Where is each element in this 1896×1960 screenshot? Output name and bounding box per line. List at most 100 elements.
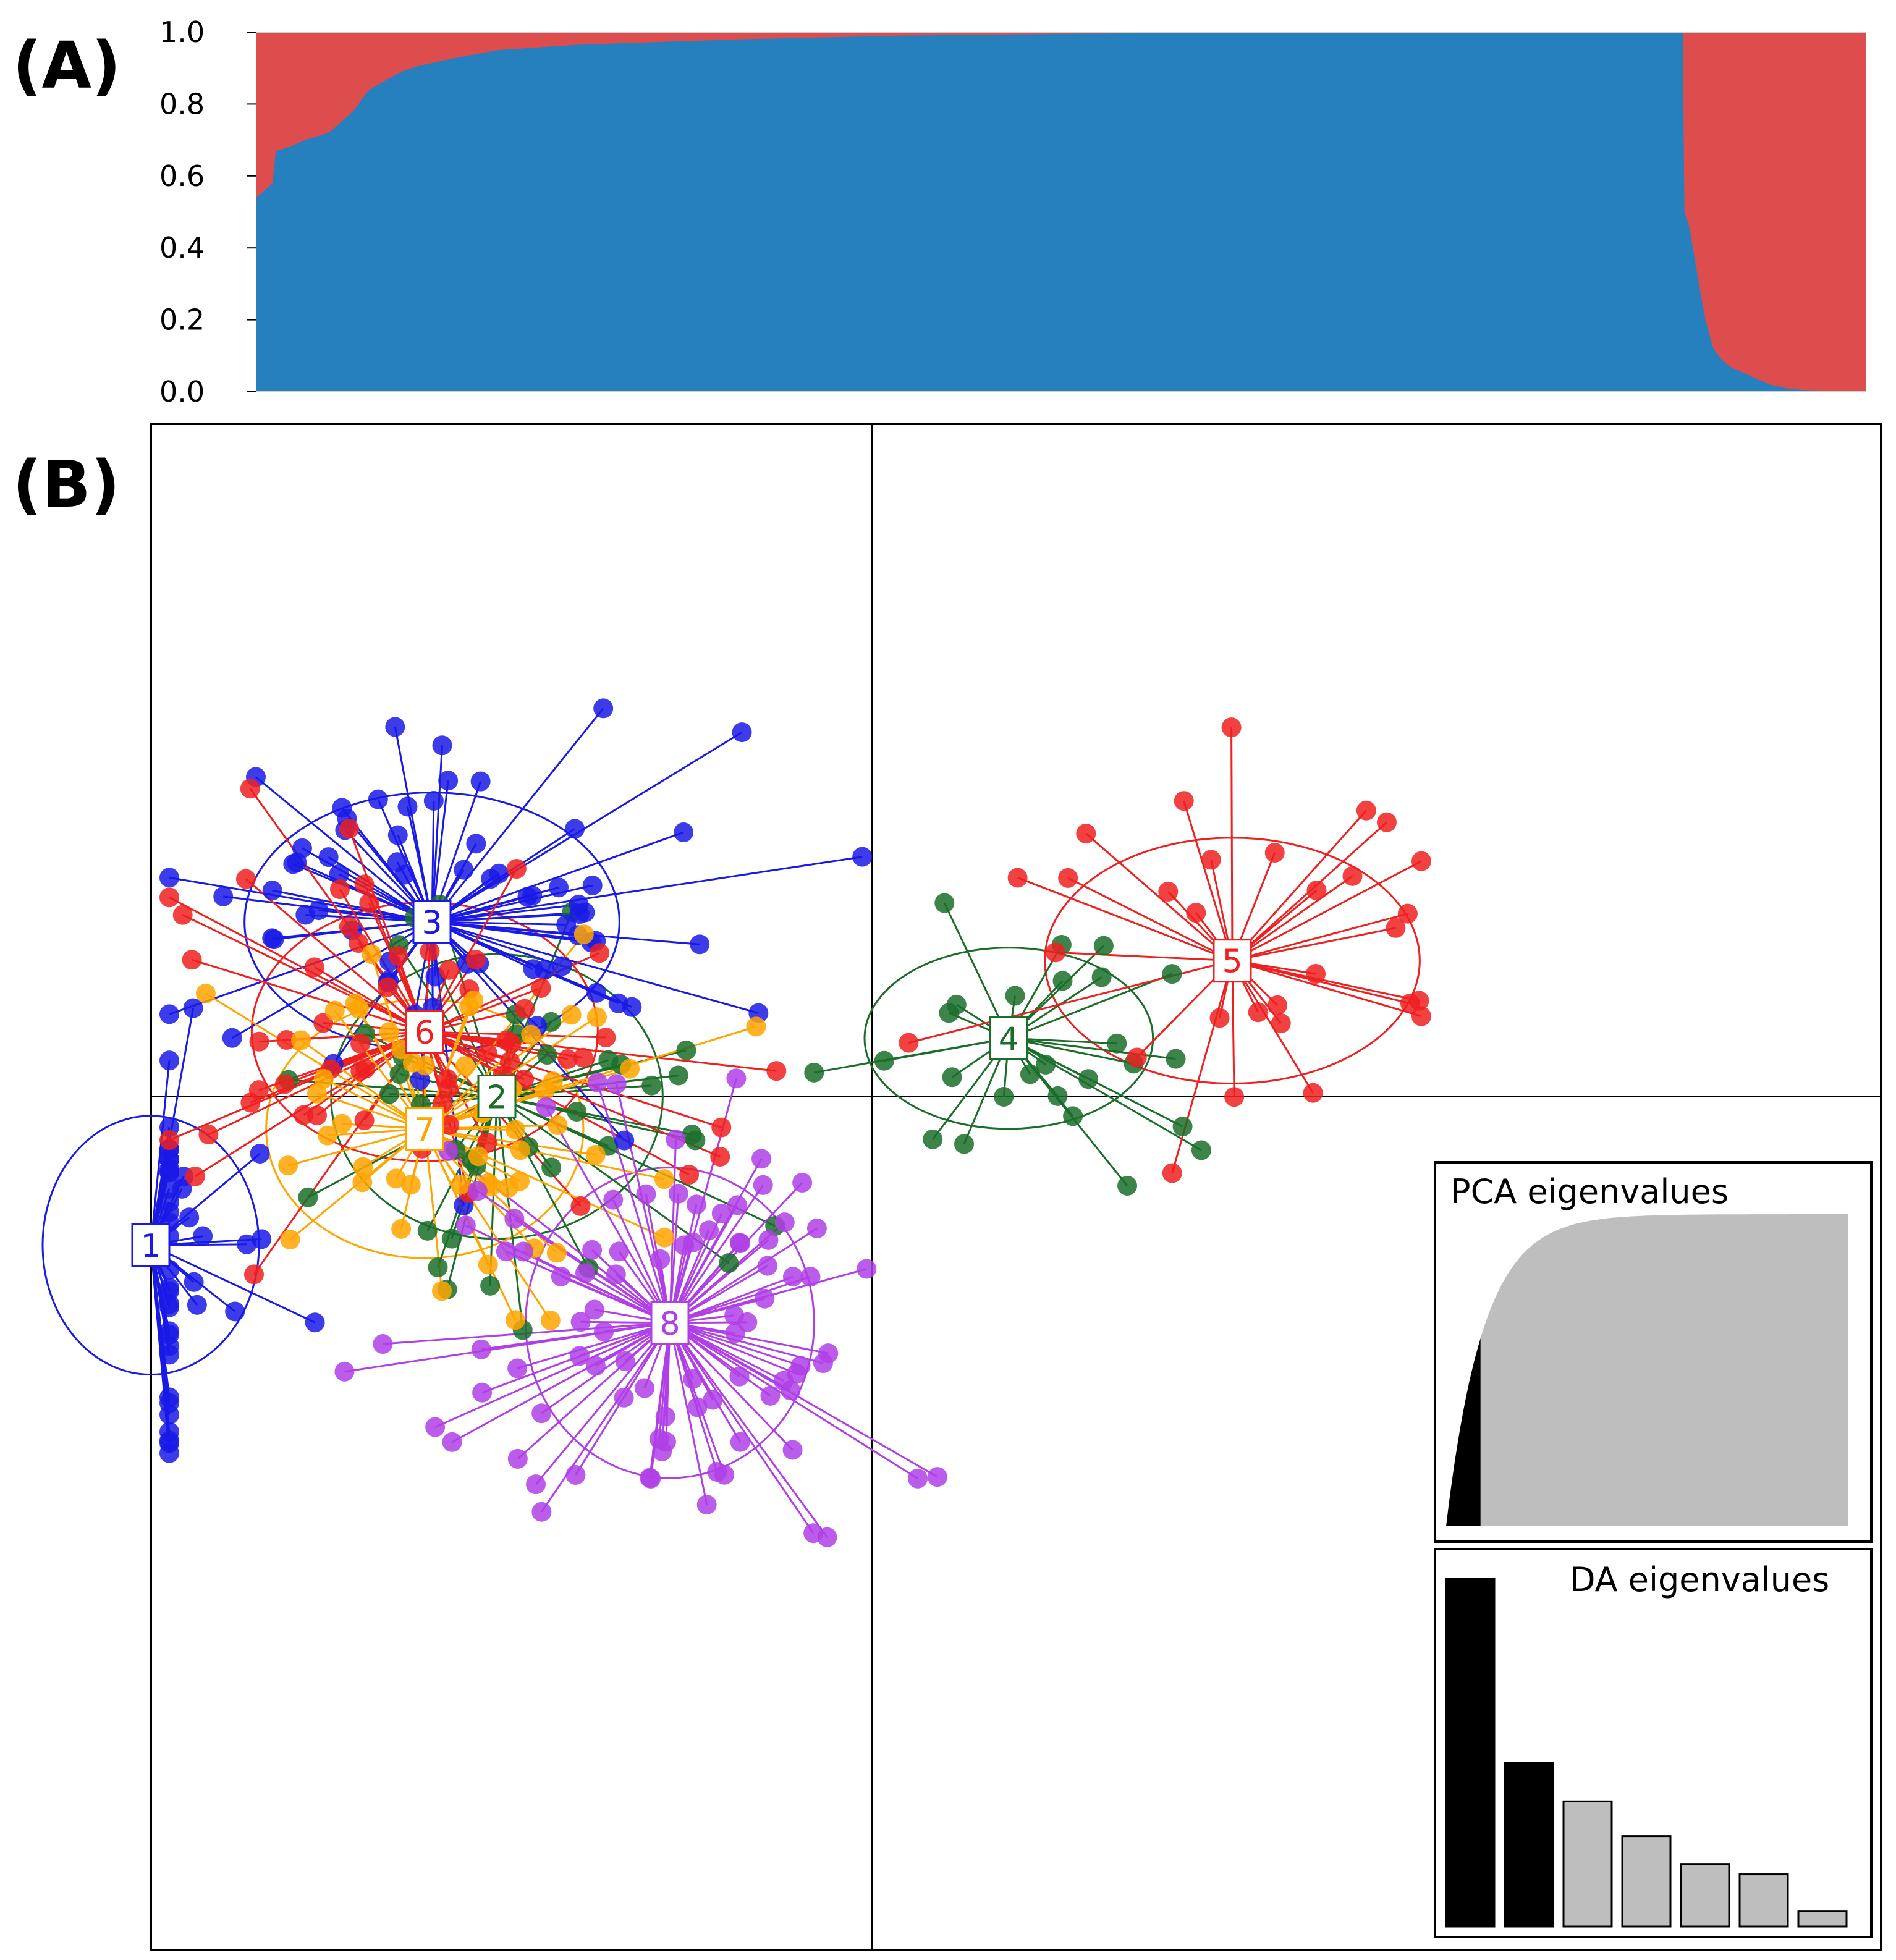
cluster-6-point: [496, 1030, 516, 1050]
cluster-8-point: [615, 1351, 635, 1371]
cluster-8-spoke: [669, 1322, 801, 1367]
cluster-1-point: [187, 1295, 207, 1315]
cluster-8-point: [536, 1097, 556, 1117]
cluster-5-point: [1127, 1047, 1147, 1068]
cluster-8-spoke: [481, 1322, 671, 1351]
cluster-6-point: [710, 1146, 730, 1167]
cluster-3-point: [368, 789, 388, 809]
cluster-2-point: [298, 1187, 318, 1207]
cluster-7-point: [535, 1081, 555, 1101]
cluster-8-spoke: [669, 1158, 763, 1324]
cluster-2-point: [668, 1065, 688, 1086]
cluster-8-point: [575, 1263, 595, 1283]
cluster-4-point: [934, 893, 955, 913]
cluster-5-point: [1303, 1083, 1323, 1103]
cluster-8-point: [652, 1441, 672, 1461]
cluster-7-point: [313, 1068, 334, 1089]
cluster-7-point: [506, 1120, 526, 1140]
cluster-5-spoke: [1085, 832, 1233, 961]
pca-eigenvalues-other: [1446, 1214, 1848, 1526]
cluster-8-spoke: [669, 1322, 918, 1480]
cluster-5-spoke: [1232, 875, 1353, 961]
cluster-1-point: [179, 1207, 200, 1228]
cluster-3-point: [222, 1028, 242, 1048]
cluster-8-point: [668, 1183, 688, 1204]
cluster-7-point: [352, 1172, 373, 1193]
cluster-5-point: [1076, 823, 1096, 843]
da-eigenvalues-inset: DA eigenvalues: [1434, 1548, 1873, 1938]
cluster-7-spoke: [300, 1039, 426, 1130]
cluster-3-point: [614, 1130, 635, 1151]
cluster-8-spoke: [669, 1322, 828, 1538]
cluster-7-point: [317, 1125, 337, 1146]
cluster-6-point: [159, 1130, 179, 1151]
cluster-7-point: [746, 1016, 766, 1037]
cluster-4-point: [1091, 967, 1112, 987]
cluster-6-point: [243, 1264, 264, 1285]
cluster-8-point: [726, 1068, 747, 1089]
cluster-6-point: [515, 999, 535, 1019]
cluster-3-spoke: [431, 921, 578, 936]
cluster-5-point: [1201, 850, 1221, 870]
cluster-4-point: [946, 994, 967, 1015]
cluster-8-point: [373, 1334, 393, 1354]
cluster-1-point: [159, 1278, 179, 1298]
cluster-8-spoke: [523, 1251, 671, 1324]
cluster-8-point: [666, 1130, 686, 1150]
cluster-8-point: [582, 1240, 603, 1260]
cluster-8-point: [683, 1369, 703, 1389]
cluster-2-point: [682, 1125, 702, 1145]
cluster-8-point: [594, 1321, 614, 1341]
cluster-5-centroid-box: [1213, 939, 1252, 983]
da-eigenvalue-bar: [1680, 1863, 1730, 1928]
cluster-3-point: [159, 868, 179, 888]
cluster-8-point: [806, 1218, 827, 1238]
cluster-4-point: [1047, 1086, 1068, 1106]
cluster-1-point: [193, 1226, 213, 1246]
panel-a-label: (A): [12, 28, 121, 103]
cluster-8-point: [686, 1194, 706, 1215]
cluster-4-point: [1078, 1069, 1099, 1089]
cluster-8-point: [787, 1364, 807, 1384]
cluster-8-point: [751, 1149, 772, 1169]
cluster-5-label: 5: [1222, 944, 1242, 981]
cluster-8-point: [640, 1468, 660, 1488]
cluster-4-label: 4: [999, 1021, 1019, 1058]
cluster-8-point: [584, 1299, 604, 1320]
cluster-2-centroid-box: [477, 1074, 517, 1118]
cluster-4-point: [923, 1129, 943, 1149]
cluster-3-point: [308, 900, 329, 921]
cluster-8-spoke: [669, 1185, 764, 1324]
cluster-1-point: [159, 1321, 179, 1341]
cluster-7-point: [379, 1022, 399, 1042]
structure-y-tick-label: 0.2: [159, 303, 205, 337]
cluster-3-spoke: [431, 921, 562, 967]
cluster-3-point: [565, 819, 585, 839]
cluster-3-point: [397, 796, 418, 817]
cluster-8-point: [636, 1184, 656, 1204]
cluster-7-point: [280, 1230, 300, 1250]
cluster-6-point: [240, 779, 260, 799]
cluster-5-point: [1271, 1013, 1291, 1034]
cluster-6-spoke: [425, 1031, 777, 1072]
cluster-6-point: [388, 946, 408, 966]
cluster-3-point: [329, 864, 349, 884]
cluster-4-point: [1107, 1033, 1127, 1054]
cluster-3-point: [593, 698, 614, 719]
cluster-8-spoke: [451, 1322, 671, 1443]
structure-y-tick-label: 1.0: [159, 15, 205, 49]
cluster-8-spoke: [434, 1322, 671, 1428]
cluster-8-spoke: [541, 1322, 671, 1513]
cluster-8-point: [496, 1241, 516, 1262]
cluster-5-spoke: [1232, 960, 1420, 1002]
cluster-5-point: [1158, 881, 1179, 902]
cluster-4-spoke: [1009, 1037, 1176, 1060]
panel-b-label: (B): [12, 447, 120, 522]
cluster-2-point: [598, 1050, 619, 1070]
structure-y-axis: 1.0 0.8 0.6 0.4 0.2 0.0: [159, 15, 256, 408]
cluster-7-point: [195, 983, 216, 1003]
cluster-3-spoke: [431, 856, 863, 923]
cluster-3-point: [549, 877, 569, 898]
cluster-4-point: [942, 1067, 962, 1088]
cluster-6-point: [276, 1030, 297, 1050]
